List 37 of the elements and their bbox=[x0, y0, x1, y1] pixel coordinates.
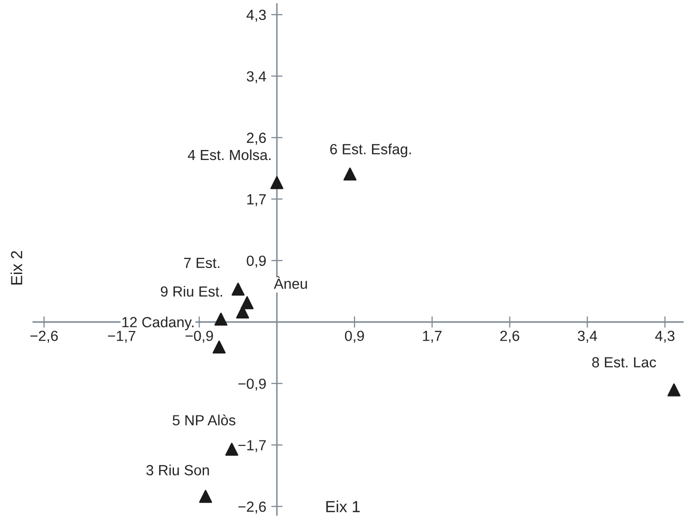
y-tick-label: 2,6 bbox=[246, 132, 266, 145]
x-tick-label: 3,4 bbox=[578, 330, 598, 343]
point bbox=[667, 383, 680, 396]
y-tick-label: −2,6 bbox=[238, 502, 266, 514]
annotation: 7 Est. bbox=[184, 258, 220, 268]
y-tick-label: 4,3 bbox=[246, 10, 266, 22]
y-axis-title: Eix 2 bbox=[10, 251, 22, 284]
point bbox=[214, 312, 228, 326]
y-tick-label: 3,4 bbox=[246, 71, 266, 84]
annotation: Àneu bbox=[274, 276, 307, 289]
y-tick-label: −1,7 bbox=[238, 440, 266, 452]
point bbox=[212, 340, 226, 354]
x-axis-title: Eix 1 bbox=[326, 500, 360, 512]
point bbox=[199, 490, 212, 503]
annotation: 3 Riu Son bbox=[146, 464, 209, 476]
x-tick-label: −2,6 bbox=[30, 330, 58, 343]
x-tick-label: 1,7 bbox=[423, 330, 442, 343]
annotation: 4 Est. Molsa. bbox=[188, 149, 270, 160]
point bbox=[240, 296, 254, 310]
y-tick-label: −0,9 bbox=[238, 378, 266, 391]
point bbox=[270, 176, 284, 190]
y-tick-label: 0,9 bbox=[246, 256, 266, 268]
annotation: 12 Cadany. bbox=[122, 316, 194, 330]
annotation: 9 Riu Est. bbox=[160, 286, 222, 297]
point bbox=[232, 282, 245, 296]
annotation: 5 NP Alòs bbox=[172, 414, 236, 426]
point bbox=[225, 442, 238, 456]
point bbox=[343, 168, 356, 181]
point bbox=[236, 305, 250, 318]
annotation: 6 Est. Esfag. bbox=[330, 144, 411, 158]
y-tick-label: 1,7 bbox=[247, 194, 266, 206]
x-tick-label: 0,9 bbox=[344, 330, 364, 343]
x-tick-label: −0,9 bbox=[186, 330, 213, 343]
x-tick-label: 2,6 bbox=[500, 330, 520, 343]
x-tick-label: 4,3 bbox=[655, 330, 674, 343]
x-tick-label: −1,7 bbox=[108, 330, 136, 343]
annotation: 8 Est. Lac bbox=[592, 357, 656, 368]
